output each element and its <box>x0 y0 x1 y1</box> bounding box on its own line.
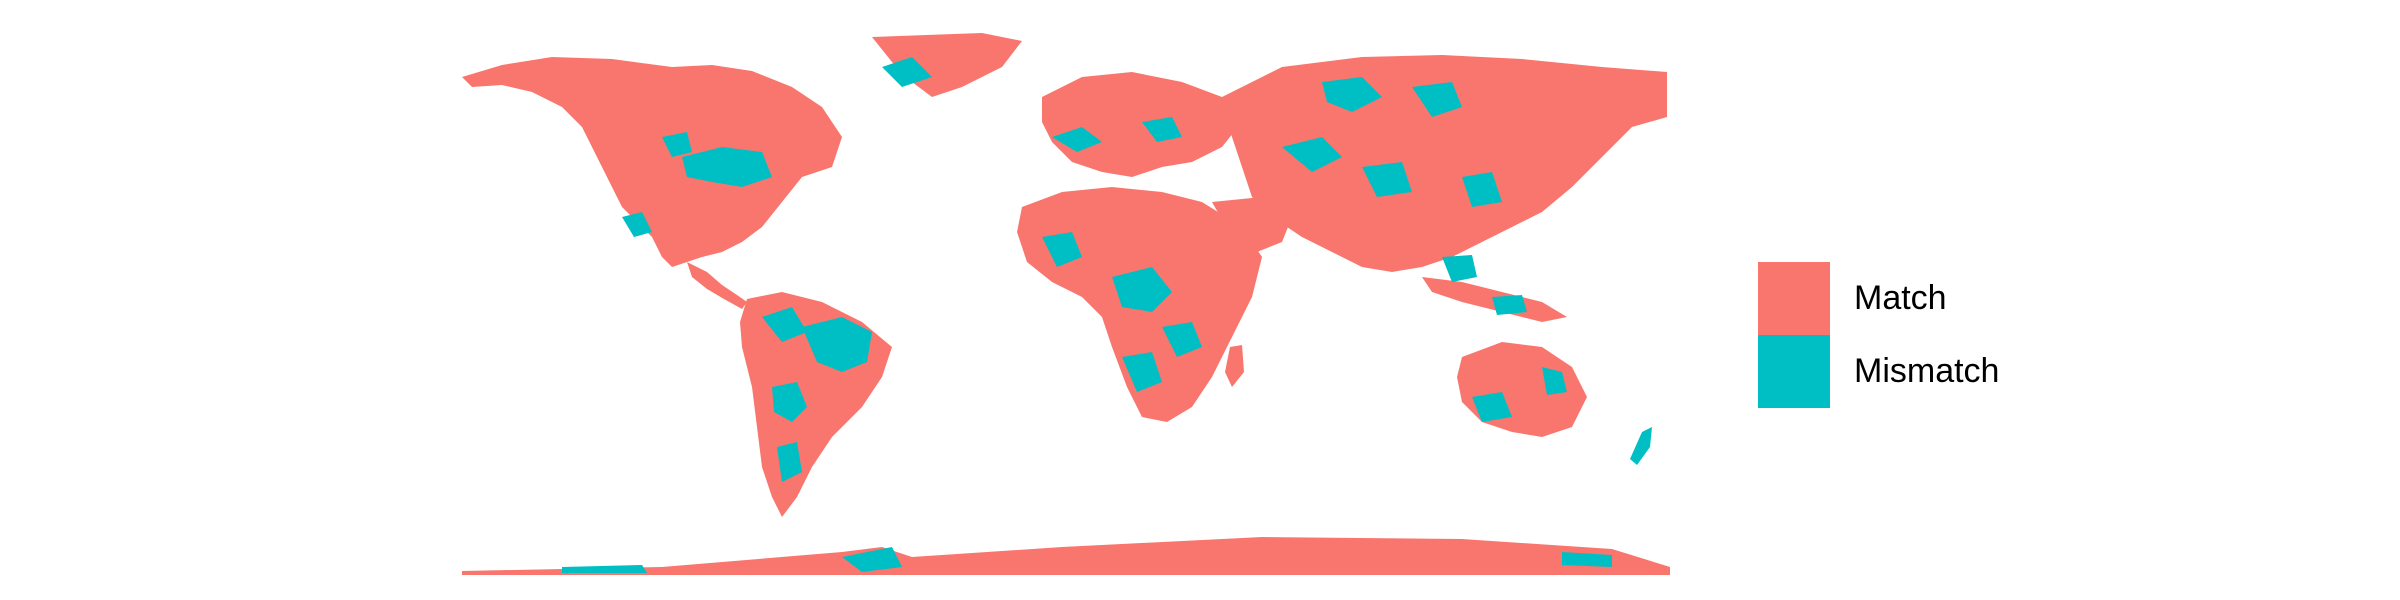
mismatch-patch <box>682 147 772 187</box>
mismatch-patch <box>1112 267 1172 312</box>
legend-swatch-mismatch <box>1758 335 1830 408</box>
mismatch-patch <box>1162 322 1202 357</box>
mismatch-patch <box>802 317 872 372</box>
mismatch-patch <box>1462 172 1502 207</box>
mismatch-patch <box>1362 162 1412 197</box>
legend-swatch-match <box>1758 262 1830 335</box>
mismatch-patch <box>882 57 932 87</box>
region-arabia <box>1212 197 1292 252</box>
legend-label-mismatch: Mismatch <box>1854 352 2000 390</box>
mismatch-patch <box>1282 137 1342 172</box>
mismatch-patch <box>772 382 807 422</box>
mismatch-patch <box>842 547 902 572</box>
legend-item-mismatch: Mismatch <box>1758 335 1999 408</box>
mismatch-patch <box>1042 232 1082 267</box>
region-europe <box>1042 72 1242 177</box>
continent-layer <box>462 33 1670 575</box>
mismatch-patch <box>1472 392 1512 422</box>
region-central-america <box>687 262 747 309</box>
region-north-america <box>462 57 842 267</box>
mismatch-layer <box>562 57 1612 573</box>
mismatch-patch <box>1492 295 1527 315</box>
region-asia <box>1222 55 1667 272</box>
world-map <box>462 27 1670 575</box>
world-map-raster <box>462 33 1670 575</box>
mismatch-patch <box>1142 117 1182 142</box>
mismatch-patch <box>1322 77 1382 112</box>
legend-item-match: Match <box>1758 262 1999 335</box>
mismatch-patch <box>1052 127 1102 152</box>
region-new-zealand <box>1630 427 1652 465</box>
mismatch-patch <box>1412 82 1462 117</box>
region-australia <box>1457 342 1587 437</box>
mismatch-patch <box>1542 367 1567 395</box>
region-madagascar <box>1225 345 1244 387</box>
region-greenland <box>872 33 1022 97</box>
mismatch-patch <box>562 565 647 573</box>
legend-label-match: Match <box>1854 279 1947 317</box>
mismatch-patch <box>1442 255 1477 282</box>
mismatch-patch <box>762 307 807 342</box>
mismatch-patch <box>1562 552 1612 567</box>
mismatch-patch <box>1122 352 1162 392</box>
legend: Match Mismatch <box>1758 262 1999 408</box>
mismatch-patch <box>662 132 692 157</box>
mismatch-patch <box>777 442 802 482</box>
mismatch-patch <box>622 212 652 237</box>
region-antarctica <box>462 537 1670 575</box>
